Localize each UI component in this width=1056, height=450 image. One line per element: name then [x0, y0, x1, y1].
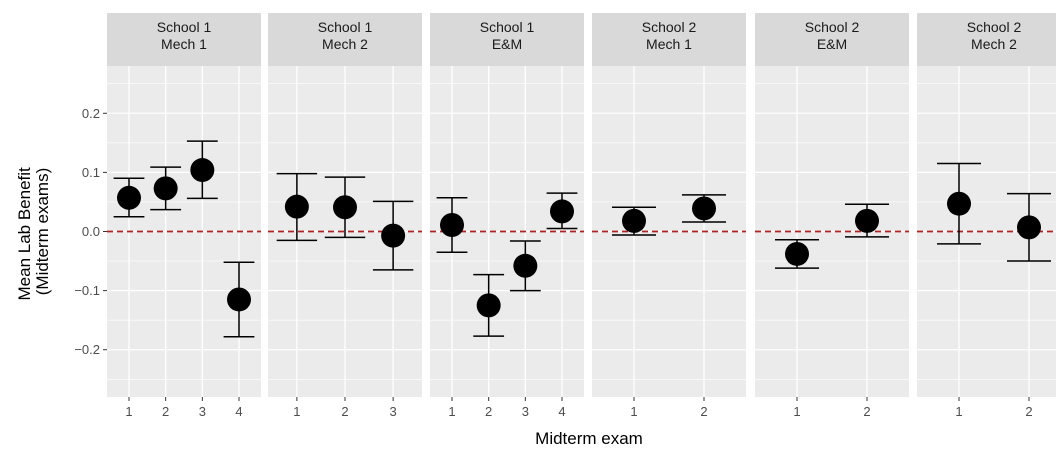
facet-panel: School 2E&M 1 2 — [755, 13, 909, 419]
x-tick-label: 1 — [630, 404, 637, 419]
data-point — [284, 194, 309, 219]
y-tick-label: 0.2 — [82, 106, 100, 121]
x-tick-label: 2 — [863, 404, 870, 419]
x-tick-label: 2 — [1025, 404, 1032, 419]
data-point — [381, 223, 406, 248]
y-tick-label: −0.2 — [74, 342, 100, 357]
x-tick-label: 4 — [235, 404, 242, 419]
y-tick-label: −0.1 — [74, 283, 100, 298]
y-axis-title-line-2: (Midterm exams) — [33, 168, 52, 296]
facet-strip-label: School 1 — [480, 19, 535, 35]
x-tick-label: 2 — [341, 404, 348, 419]
x-tick-label: 1 — [293, 404, 300, 419]
data-point — [476, 293, 501, 318]
facet-strip-label: School 2 — [967, 19, 1022, 35]
data-point — [692, 196, 716, 221]
y-axis-title: Mean Lab Benefit (Midterm exams) — [15, 163, 52, 301]
facet-strip-label: School 1 — [318, 19, 373, 35]
data-point — [785, 241, 809, 266]
data-point — [513, 253, 538, 278]
y-tick-label: 0.0 — [82, 224, 100, 239]
y-axis: −0.2 −0.1 0.0 0.1 0.2 — [74, 106, 107, 357]
x-tick-label: 1 — [955, 404, 962, 419]
x-tick-label: 1 — [125, 404, 132, 419]
x-tick-label: 3 — [199, 404, 206, 419]
facet-strip-label: School 1 — [157, 19, 212, 35]
x-axis-title: Midterm exam — [535, 429, 643, 448]
facet-strip — [755, 13, 909, 66]
x-tick-label: 2 — [700, 404, 707, 419]
facet-strip-label: Mech 2 — [971, 36, 1017, 52]
data-point — [622, 208, 646, 233]
facet-strip — [917, 13, 1056, 66]
data-point — [117, 185, 141, 210]
facet-strip-label: E&M — [817, 36, 847, 52]
x-tick-label: 1 — [448, 404, 455, 419]
y-axis-title-line-1: Mean Lab Benefit — [15, 167, 34, 301]
facet-strip-label: E&M — [492, 36, 522, 52]
data-point — [440, 212, 464, 237]
data-point — [855, 208, 879, 233]
x-tick-label: 2 — [162, 404, 169, 419]
facet-strip-label: Mech 1 — [161, 36, 207, 52]
facet-strip — [430, 13, 584, 66]
facet-strip — [107, 13, 261, 66]
x-tick-label: 4 — [558, 404, 565, 419]
facet-panel: School 1E&M 1 2 3 4 — [430, 13, 584, 419]
data-point — [190, 158, 215, 183]
data-point — [153, 176, 178, 201]
data-point — [227, 287, 251, 312]
x-tick-label: 3 — [522, 404, 529, 419]
y-tick-label: 0.1 — [82, 165, 100, 180]
data-point — [947, 191, 971, 216]
x-tick-label: 1 — [793, 404, 800, 419]
facet-strip-label: Mech 1 — [646, 36, 692, 52]
facet-strip-label: School 2 — [805, 19, 860, 35]
x-tick-label: 3 — [390, 404, 397, 419]
data-point — [1017, 215, 1041, 240]
facet-strip — [268, 13, 422, 66]
facet-strip-label: School 2 — [642, 19, 697, 35]
facet-strip — [592, 13, 746, 66]
data-point — [333, 195, 357, 220]
data-point — [550, 199, 574, 224]
facet-strip-label: Mech 2 — [322, 36, 368, 52]
x-tick-label: 2 — [485, 404, 492, 419]
